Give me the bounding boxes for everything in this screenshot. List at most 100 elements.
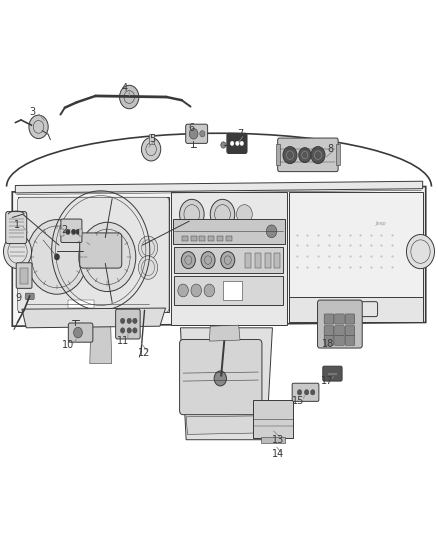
Bar [174,247,283,273]
Bar [261,437,285,443]
Circle shape [210,199,235,229]
Circle shape [237,205,252,224]
Circle shape [66,229,70,235]
Text: 17: 17 [321,376,334,386]
Circle shape [201,252,215,269]
FancyBboxPatch shape [18,197,169,312]
FancyBboxPatch shape [324,326,334,336]
FancyBboxPatch shape [6,212,27,244]
Bar [217,236,223,241]
Circle shape [266,225,277,238]
Circle shape [297,390,302,395]
FancyBboxPatch shape [61,219,82,243]
Circle shape [120,318,125,324]
Bar [226,236,232,241]
Polygon shape [180,328,272,440]
Circle shape [26,220,88,294]
Circle shape [240,141,244,146]
Circle shape [221,142,226,148]
FancyBboxPatch shape [345,326,355,336]
Circle shape [204,284,215,297]
FancyBboxPatch shape [116,309,140,339]
Text: 6: 6 [189,123,195,133]
FancyBboxPatch shape [318,300,362,348]
Circle shape [304,390,309,395]
Circle shape [105,254,110,260]
Bar [182,236,188,241]
Text: 13: 13 [272,435,284,445]
Bar [173,219,285,244]
Text: 7: 7 [237,130,243,139]
FancyBboxPatch shape [227,133,247,154]
Circle shape [133,318,137,324]
FancyBboxPatch shape [80,233,122,268]
FancyBboxPatch shape [335,326,344,336]
Bar [149,134,154,144]
Bar [199,236,205,241]
Bar [68,300,94,308]
Circle shape [120,85,139,109]
FancyBboxPatch shape [345,314,355,324]
Text: 4: 4 [122,83,128,93]
Text: 14: 14 [272,449,284,459]
Circle shape [127,328,131,333]
Circle shape [71,229,76,235]
Bar [245,253,251,268]
Circle shape [180,199,204,229]
Bar [18,197,169,312]
FancyBboxPatch shape [16,263,32,288]
Bar [191,236,197,241]
Circle shape [230,141,234,146]
FancyBboxPatch shape [180,340,262,415]
Circle shape [54,254,60,260]
Polygon shape [90,310,112,364]
FancyBboxPatch shape [292,383,319,401]
Text: 15: 15 [292,396,304,406]
Text: 9: 9 [15,294,21,303]
Circle shape [29,115,48,139]
Circle shape [214,371,226,386]
Bar [289,192,423,309]
Circle shape [406,235,434,269]
Circle shape [133,328,137,333]
Text: 10: 10 [62,341,74,350]
Bar [255,253,261,268]
Bar [20,268,28,284]
Text: 12: 12 [138,348,151,358]
Text: Jeep: Jeep [376,221,386,227]
Circle shape [236,141,239,146]
Circle shape [120,328,125,333]
Text: 2: 2 [62,225,68,235]
Circle shape [299,148,311,163]
Circle shape [311,147,325,164]
FancyBboxPatch shape [335,335,344,345]
Bar [265,253,271,268]
Bar [274,253,280,268]
Bar [289,297,423,322]
Bar [79,229,82,236]
FancyBboxPatch shape [186,124,208,143]
Bar [208,236,214,241]
Circle shape [189,128,198,139]
Text: 11: 11 [117,336,130,346]
Text: 8: 8 [328,144,334,154]
FancyBboxPatch shape [324,314,334,324]
Text: 18: 18 [321,339,334,349]
Polygon shape [15,181,423,193]
Circle shape [200,131,205,137]
Circle shape [191,284,201,297]
Text: 3: 3 [30,107,36,117]
Text: 1: 1 [14,220,20,230]
Circle shape [4,235,32,269]
FancyBboxPatch shape [324,335,334,345]
FancyBboxPatch shape [335,314,344,324]
Text: 5: 5 [149,134,155,143]
Circle shape [311,390,315,395]
Circle shape [138,256,158,279]
Circle shape [138,236,158,260]
FancyBboxPatch shape [68,323,93,342]
Polygon shape [209,325,240,341]
Bar [276,144,280,165]
Circle shape [127,318,131,324]
FancyBboxPatch shape [323,366,342,381]
